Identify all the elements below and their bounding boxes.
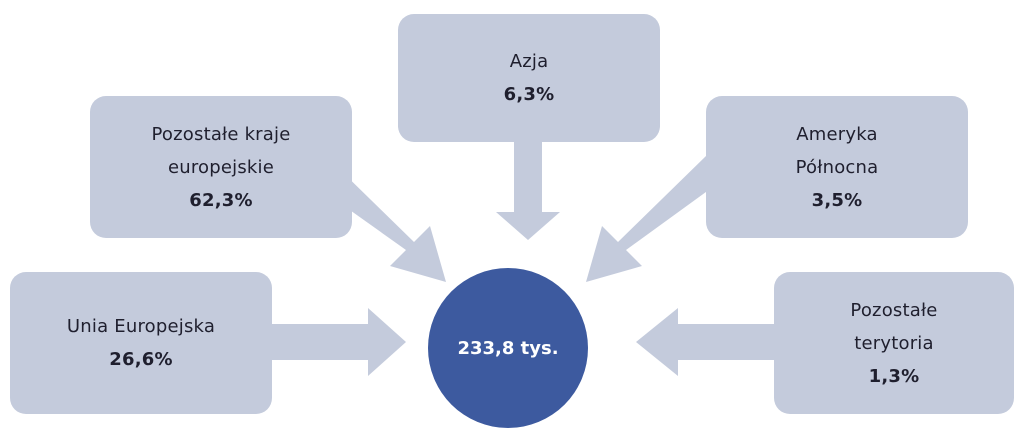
region-value-asia: 6,3% [503, 84, 555, 105]
region-label-asia: Azja [509, 51, 549, 72]
total-circle: 233,8 tys. [428, 268, 588, 428]
box-other-europe: Pozostałe kraje europejskie 62,3% [90, 96, 352, 238]
region-value-other-territories: 1,3% [868, 365, 920, 387]
arrow-eu [268, 308, 406, 376]
arrow-other-territories [636, 308, 780, 376]
box-eu: Unia Europejska 26,6% [10, 272, 272, 414]
box-asia: Azja 6,3% [398, 14, 660, 142]
arrow-north-america [586, 156, 728, 282]
region-label-north-america-line1: Ameryka [796, 123, 878, 145]
box-north-america: Ameryka Północna 3,5% [706, 96, 968, 238]
region-label-north-america-line2: Północna [795, 156, 879, 178]
region-value-eu: 26,6% [109, 349, 173, 370]
total-value: 233,8 tys. [457, 337, 559, 359]
region-value-north-america: 3,5% [811, 189, 863, 211]
region-label-other-europe-line1: Pozostałe kraje [151, 123, 291, 145]
region-label-eu: Unia Europejska [66, 316, 216, 337]
region-value-other-europe: 62,3% [189, 189, 253, 211]
box-other-territories: Pozostałe terytoria 1,3% [774, 272, 1014, 414]
region-label-other-europe-line2: europejskie [167, 156, 275, 178]
arrow-asia [496, 140, 560, 240]
region-label-other-territories-line2: terytoria [854, 332, 934, 354]
region-label-other-territories-line1: Pozostałe [850, 299, 938, 321]
